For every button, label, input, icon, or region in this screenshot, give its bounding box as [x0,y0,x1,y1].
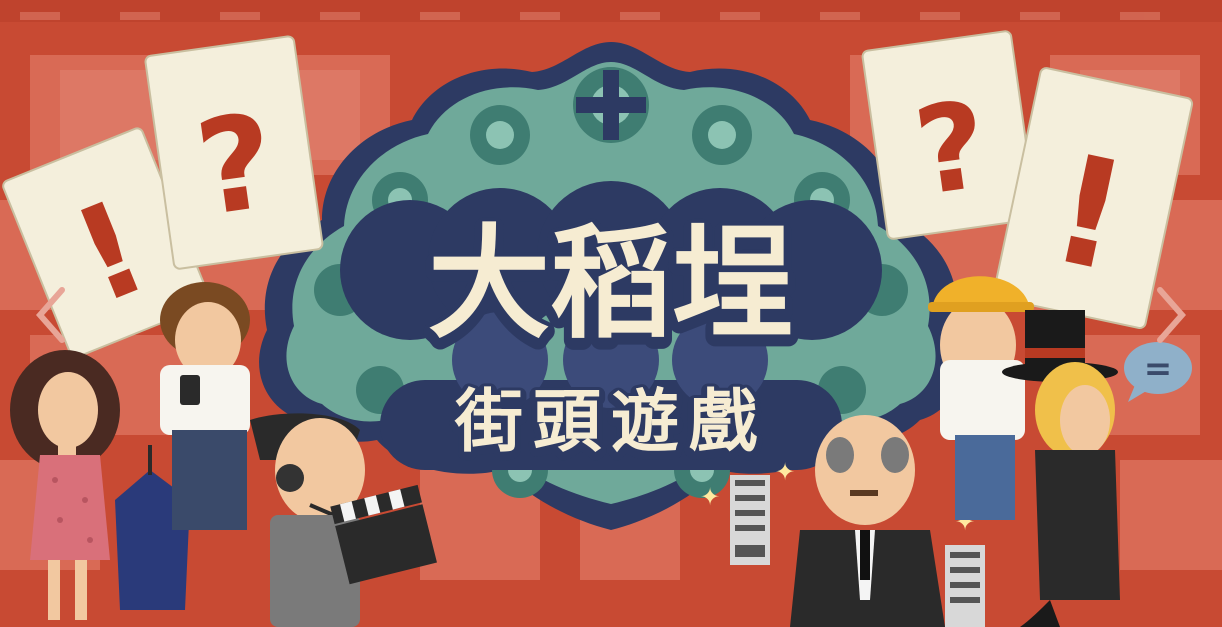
speech-bubble-icon: = [1144,349,1173,389]
title-sub-outline: 街頭遊戲 [454,386,767,465]
boy-character [160,282,250,530]
gentleman-character [1002,310,1120,627]
chevron-right-icon [1157,287,1186,343]
worker-character [928,276,1034,520]
next-slide-button[interactable] [1144,280,1194,350]
svg-text:✦: ✦ [775,458,795,486]
top-border-dashes [20,12,1160,20]
businessman-character: ✦✦✦ [700,415,985,627]
chevron-left-icon [36,287,65,343]
title-sub: 街頭遊戲 [454,383,767,462]
title-main-outline: 大稻埕 [428,217,794,359]
svg-text:✦: ✦ [700,483,720,511]
title-emblem [259,42,963,530]
right-card-exclamation: ! [992,67,1194,330]
right-card-question: ? [861,30,1038,240]
title-main: 大稻埕 [428,213,794,355]
speech-bubble: = [1124,342,1192,402]
prev-slide-button[interactable] [28,280,78,350]
top-border [0,0,1222,22]
woman-character [10,350,190,620]
cameraman-character [250,413,437,627]
left-card-question: ? [144,35,324,270]
